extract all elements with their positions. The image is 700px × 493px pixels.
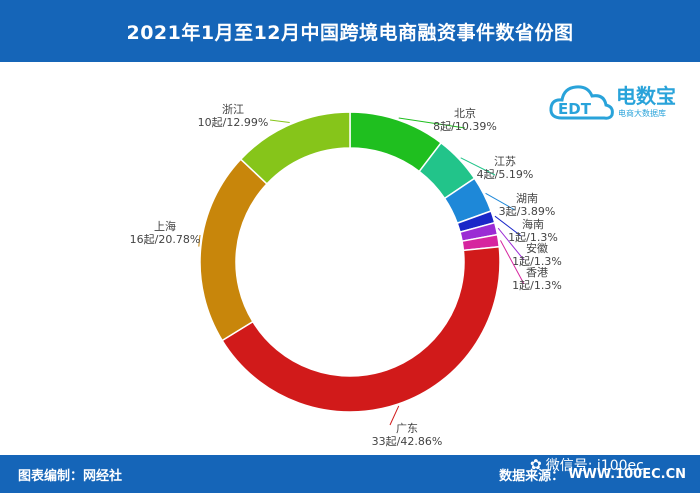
leader-line-北京 (398, 117, 466, 129)
logo-brand: 电数宝 (616, 84, 676, 108)
chart-header: 2021年1月至12月中国跨境电商融资事件数省份图 (0, 0, 700, 62)
wechat-icon: ✿ (530, 457, 542, 473)
slice-value-label: 1起/1.3% (512, 255, 562, 268)
slice-value-label: 8起/10.39% (433, 120, 497, 133)
footer-source-value: WWW.100EC.CN (568, 467, 686, 482)
slice-name-label: 湖南 (516, 192, 538, 205)
logo-mark: EDT (558, 100, 592, 118)
slice-name-label: 江苏 (494, 155, 516, 168)
slice-value-label: 16起/20.78% (130, 233, 201, 246)
chart-title: 2021年1月至12月中国跨境电商融资事件数省份图 (126, 21, 574, 44)
wechat-id: 微信号: i100ec (545, 458, 644, 474)
slice-name-label: 海南 (522, 217, 544, 231)
logo-subtitle: 电商大数据库 (618, 109, 666, 118)
leader-line-浙江 (269, 119, 290, 123)
donut-chart: 北京8起/10.39%江苏4起/5.19%湖南3起/3.89%海南1起/1.3%… (130, 103, 562, 448)
slice-name-label: 北京 (454, 106, 476, 120)
slice-value-label: 1起/1.3% (512, 279, 562, 292)
leader-line-上海 (198, 234, 201, 247)
chart-footer: 图表编制：网经社 数据来源： WWW.100EC.CN ✿ 微信号: i100e… (0, 455, 700, 493)
slice-value-label: 4起/5.19% (477, 168, 534, 181)
leader-line-香港 (500, 240, 525, 285)
slice-value-label: 33起/42.86% (372, 435, 443, 448)
slice-value-label: 1起/1.3% (508, 231, 558, 244)
leader-line-安徽 (497, 227, 525, 261)
wechat-watermark: ✿ 微信号: i100ec (530, 455, 644, 475)
leader-line-江苏 (460, 157, 496, 176)
slice-name-label: 安徽 (526, 241, 548, 255)
footer-compiler: 图表编制：网经社 (18, 469, 123, 484)
slice-name-label: 广东 (396, 422, 418, 435)
edt-logo: EDT 电数宝 电商大数据库 (548, 78, 693, 128)
slice-name-label: 上海 (154, 219, 176, 233)
footer-source: 数据来源： WWW.100EC.CN (499, 465, 686, 484)
slice-上海 (199, 158, 269, 342)
slice-name-label: 浙江 (222, 103, 244, 116)
slice-value-label: 10起/12.99% (198, 116, 269, 129)
footer-source-label: 数据来源： (499, 469, 565, 484)
leader-line-海南 (494, 215, 522, 237)
slice-name-label: 香港 (526, 266, 548, 279)
leader-line-湖南 (485, 192, 516, 211)
slice-广东 (221, 245, 501, 413)
plot-area: 北京 8起/10.39% 江苏 4起/5.19% 湖南 3起/3.89% 海南 1起/1.3%… (0, 62, 700, 455)
slice-浙江 (239, 111, 351, 185)
cloud-logo-icon: EDT (549, 85, 614, 120)
slice-value-label: 3起/3.89% (499, 205, 556, 218)
leader-line-广东 (389, 405, 400, 426)
